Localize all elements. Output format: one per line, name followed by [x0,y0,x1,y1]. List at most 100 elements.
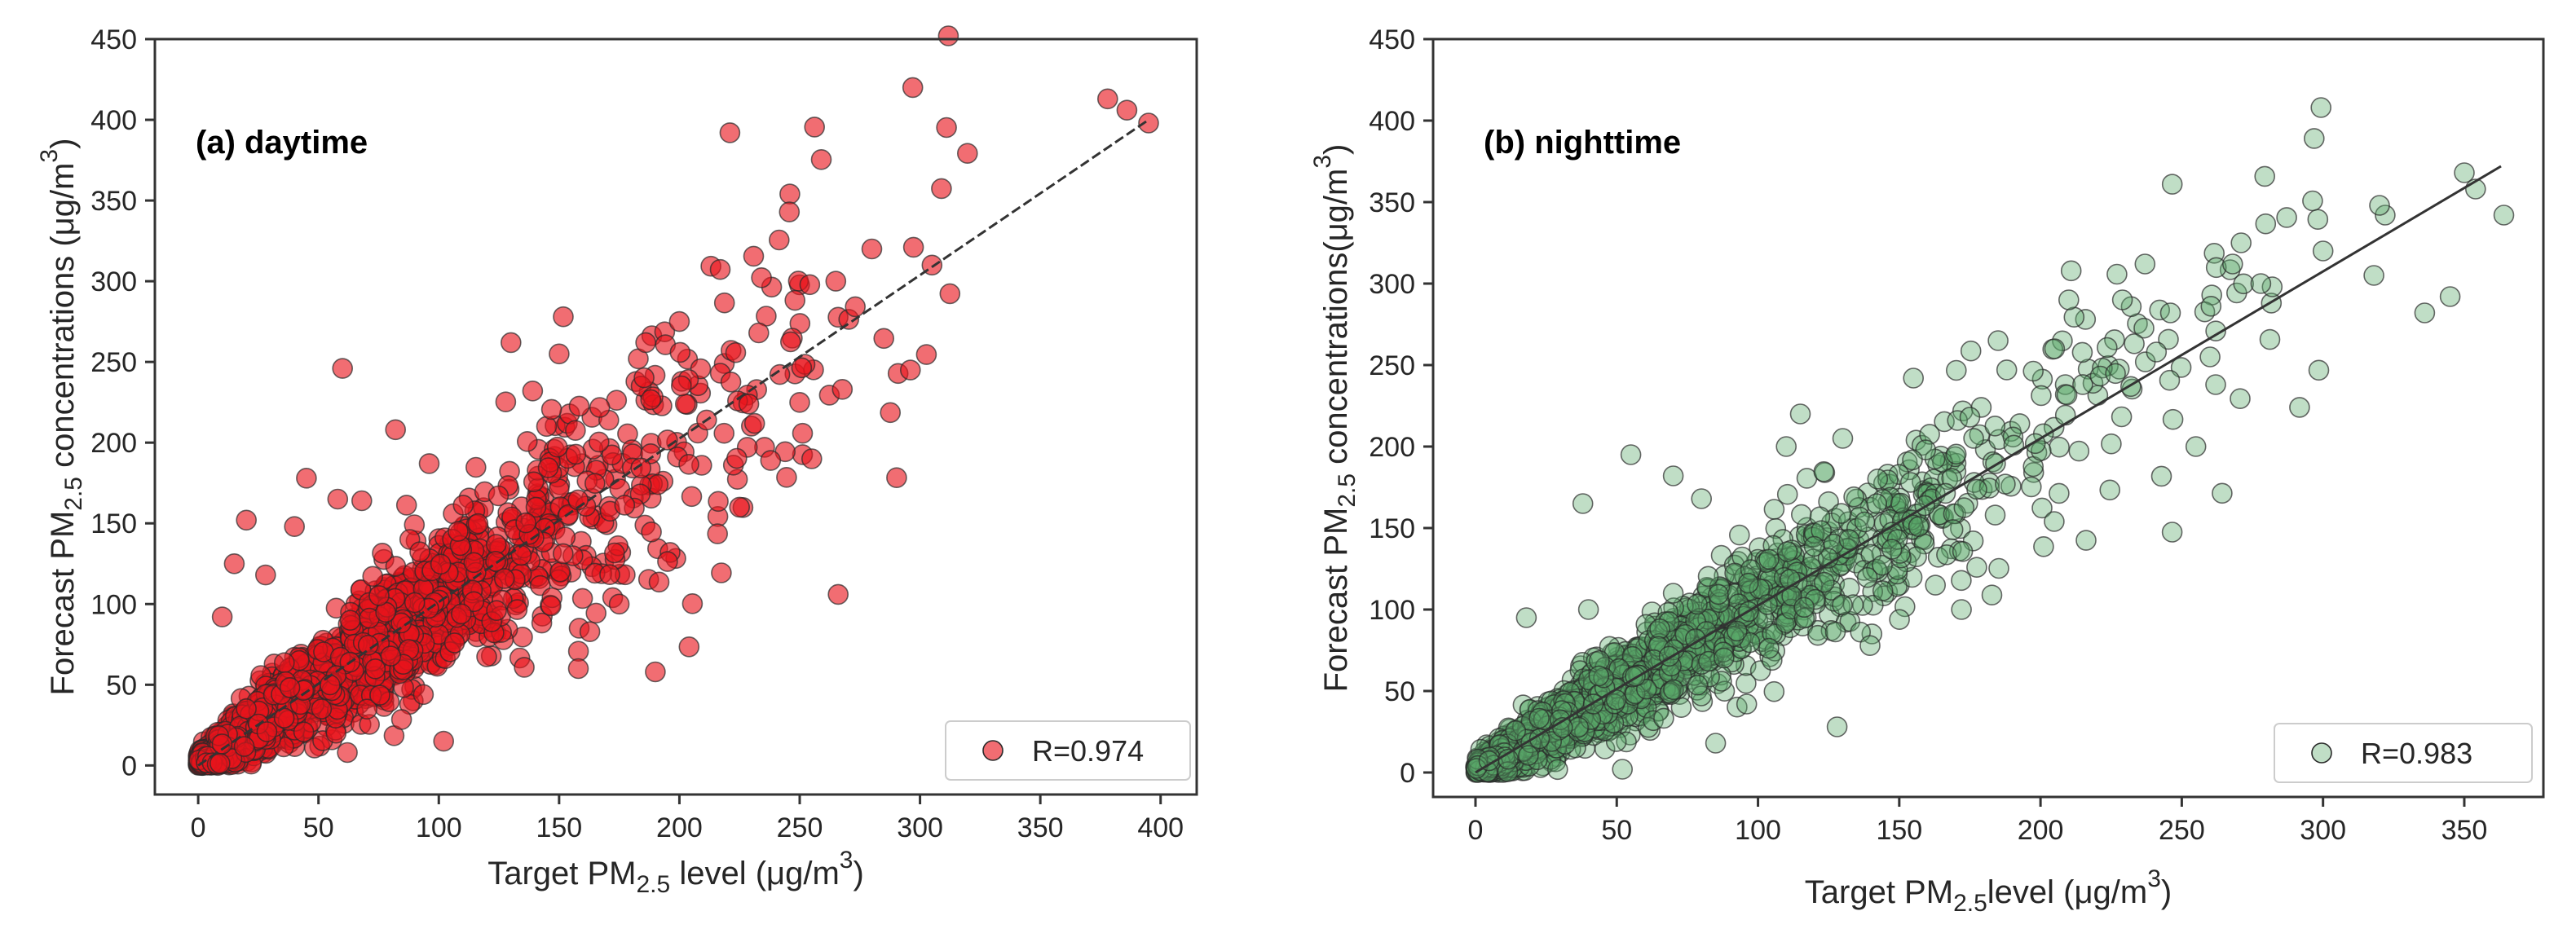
scatter-point [630,457,652,479]
scatter-point [2212,482,2233,504]
scatter-point [779,331,801,353]
legend-label: R=0.983 [2361,737,2472,770]
scatter-point [412,684,434,706]
scatter-point [1653,707,1674,729]
scatter-point [886,467,907,489]
scatter-point [1763,680,1785,702]
y-tick-label: 150 [90,508,137,539]
x-tick-label: 400 [1137,812,1184,843]
scatter-point [1518,745,1539,766]
scatter-point [1547,759,1568,781]
scatter-point [1775,436,1797,457]
scatter-point [540,595,562,617]
scatter-point [369,684,390,706]
scatter-point [1987,330,2009,351]
scatter-point [635,332,656,354]
scatter-point [552,543,574,565]
scatter-point [726,447,748,469]
scatter-point [657,551,678,572]
scatter-point [2049,482,2070,504]
legend-nighttime: R=0.983 [2274,723,2533,783]
x-tick-label: 0 [1468,815,1484,846]
scatter-point [1889,609,1910,631]
scatter-point [779,183,801,205]
scatter-point [448,521,469,542]
scatter-point [1951,599,1972,620]
scatter-point [1854,511,1876,533]
scatter-point [2185,436,2207,457]
y-tick-label: 50 [1384,676,1415,707]
y-tick-label: 350 [1369,187,1415,218]
scatter-point [708,491,729,513]
y-tick-label: 400 [90,105,137,136]
scatter-point [2105,363,2126,385]
scatter-point [1620,444,1642,465]
scatter-point [799,274,821,296]
scatter-point [1729,524,1750,546]
scatter-point [670,375,692,397]
scatter-point [1612,759,1633,780]
scatter-point [707,523,729,544]
scatter-point [1793,596,1815,618]
scatter-point [2054,404,2076,426]
scatter-point [1727,620,1748,642]
scatter-point [2056,384,2078,406]
y-tick-label: 350 [90,186,137,217]
scatter-point [957,143,978,164]
scatter-point [390,612,412,634]
scatter-point [2097,337,2118,359]
y-tick-label: 200 [90,428,137,459]
x-tick-label: 150 [1876,815,1922,846]
scatter-point [939,283,961,305]
scatter-point [514,657,535,678]
y-axis-title-nighttime: Forecast PM2.5 concentrations(μg/m3) [1309,144,1361,693]
scatter-point [2161,522,2183,543]
scatter-point [779,201,801,222]
scatter-point [1714,647,1735,669]
scatter-points-daytime [187,25,1159,777]
scatter-point [900,359,921,381]
scatter-point [678,453,699,475]
scatter-point [2101,433,2122,455]
scatter-point [719,122,741,143]
scatter-point [404,592,426,614]
scatter-point [1737,572,1759,594]
scatter-point [2063,306,2085,328]
scatter-point [2205,374,2226,395]
fit-line-daytime [197,118,1149,767]
scatter-point [902,236,924,258]
scatter-point [385,419,407,441]
scatter-point [339,610,361,632]
scatter-point [433,730,455,752]
panel-daytime: 0 50 100 150 200 250 300 350 400 050100150200250… [36,24,1198,898]
x-tick-label: 150 [536,812,582,843]
y-tick-label: 50 [106,670,137,701]
scatter-point [546,436,568,458]
scatter-point [1697,566,1719,588]
scatter-point [2033,535,2054,557]
scatter-point [2161,174,2183,195]
scatter-point [571,588,593,610]
scatter-point [2230,388,2251,410]
scatter-point [537,457,559,478]
scatter-point [640,442,662,464]
scatter-point [409,541,430,563]
scatter-point [2199,346,2221,368]
scatter-point [567,658,589,680]
scatter-point [1899,472,1921,493]
scatter-point [2022,360,2044,382]
scatter-point [567,640,589,662]
scatter-point [751,266,772,288]
scatter-point [1832,428,1854,449]
y-tick-label: 200 [1369,432,1415,463]
scatter-point [1856,566,1878,588]
x-tick-label: 300 [897,812,943,843]
scatter-point [319,674,341,696]
scatter-point [236,509,258,531]
scatter-point [223,552,245,574]
scatter-point [1662,465,1684,486]
scatter-point [2003,434,2025,456]
scatter-point [273,707,295,729]
scatter-point [669,341,691,363]
scatter-point [211,733,233,755]
